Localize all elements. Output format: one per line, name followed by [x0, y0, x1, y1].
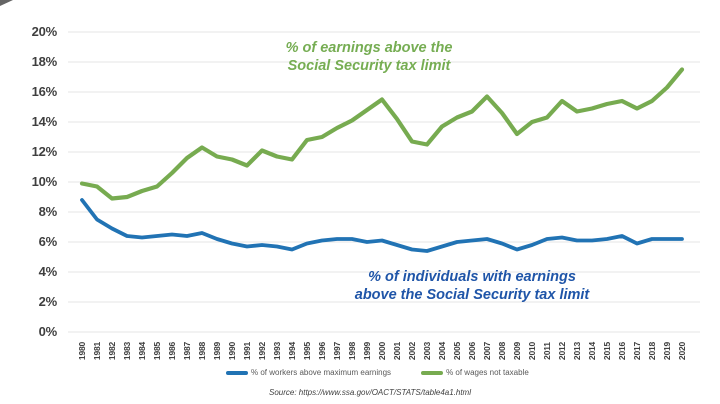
green-annotation-line1: % of earnings above the [285, 40, 453, 56]
x-axis-label: 2009 [512, 341, 522, 361]
x-axis-label: 2006 [467, 341, 477, 361]
x-axis-label: 2001 [392, 341, 402, 361]
x-axis-label: 1988 [197, 341, 207, 361]
x-axis-label: 2004 [437, 341, 447, 361]
green-annotation-line2: Social Security tax limit [287, 58, 451, 74]
series-line-workers [80, 198, 684, 253]
x-axis-label: 1985 [152, 341, 162, 361]
x-axis-label: 2000 [377, 341, 387, 361]
y-axis-label: 16% [31, 84, 58, 99]
source-note: Source: https://www.ssa.gov/OACT/STATS/t… [268, 388, 472, 397]
x-axis-label: 2019 [662, 341, 672, 361]
x-axis-label: 1982 [107, 341, 117, 361]
legend-item: % of workers above maximum earnings [226, 368, 391, 378]
x-axis-label: 1989 [212, 341, 222, 361]
x-axis-label: 1999 [362, 341, 372, 361]
blue-annotation-line1: % of individuals with earnings [368, 269, 576, 285]
x-axis-label: 1995 [302, 341, 312, 361]
y-axis-label: 18% [31, 54, 58, 69]
y-axis-label: 0% [38, 324, 58, 339]
blue-annotation-line2: above the Social Security tax limit [354, 287, 590, 303]
x-axis-label: 2020 [677, 341, 687, 361]
x-axis-label: 1990 [227, 341, 237, 361]
green-series-annotation: % of earnings above the Social Security … [286, 39, 453, 75]
x-axis-label: 2013 [572, 341, 582, 361]
x-axis-label: 2017 [632, 341, 642, 361]
x-axis-label: 2018 [647, 341, 657, 361]
x-axis-label: 1980 [77, 341, 87, 361]
legend-swatch [226, 371, 248, 375]
legend-label: % of wages not taxable [446, 368, 529, 377]
y-axis-label: 14% [31, 114, 58, 129]
x-axis-label: 2005 [452, 341, 462, 361]
x-axis-label: 1993 [272, 341, 282, 361]
legend-item: % of wages not taxable [421, 368, 529, 378]
x-axis-label: 2007 [482, 341, 492, 361]
y-axis-label: 20% [31, 24, 58, 39]
x-axis-label: 1987 [182, 341, 192, 361]
x-axis-label: 2003 [422, 341, 432, 361]
x-axis-label: 1996 [317, 341, 327, 361]
x-axis-label: 1997 [332, 341, 342, 361]
x-axis-label: 1984 [137, 341, 147, 361]
x-axis-label: 2015 [602, 341, 612, 361]
series-line-wages [79, 67, 685, 201]
x-axis-label: 1998 [347, 341, 357, 361]
x-axis-label: 2002 [407, 341, 417, 361]
y-axis-label: 4% [38, 264, 58, 279]
x-axis-label: 1981 [92, 341, 102, 361]
x-axis-label: 2016 [617, 341, 627, 361]
corner-artifact [0, 0, 13, 6]
chart-legend: % of workers above maximum earnings % of … [226, 368, 529, 378]
legend-label: % of workers above maximum earnings [251, 368, 392, 377]
blue-series-annotation: % of individuals with earnings above the… [355, 268, 590, 304]
x-axis-label: 2012 [557, 341, 567, 361]
x-axis-label: 1991 [242, 341, 252, 361]
y-axis-label: 2% [38, 294, 58, 309]
legend-swatch [421, 371, 444, 375]
x-axis-label: 1986 [167, 341, 177, 361]
y-axis-label: 12% [31, 144, 58, 159]
x-axis-label: 2014 [587, 341, 597, 361]
x-axis-label: 2008 [497, 341, 507, 361]
y-axis-label: 6% [38, 234, 58, 249]
y-axis-label: 8% [38, 204, 58, 219]
x-axis-label: 1994 [287, 341, 297, 361]
x-axis-label: 1992 [257, 341, 267, 361]
x-axis-label: 2011 [542, 342, 552, 360]
y-axis-label: 10% [31, 174, 58, 189]
x-axis-label: 1983 [122, 341, 132, 361]
x-axis-label: 2010 [527, 341, 537, 361]
